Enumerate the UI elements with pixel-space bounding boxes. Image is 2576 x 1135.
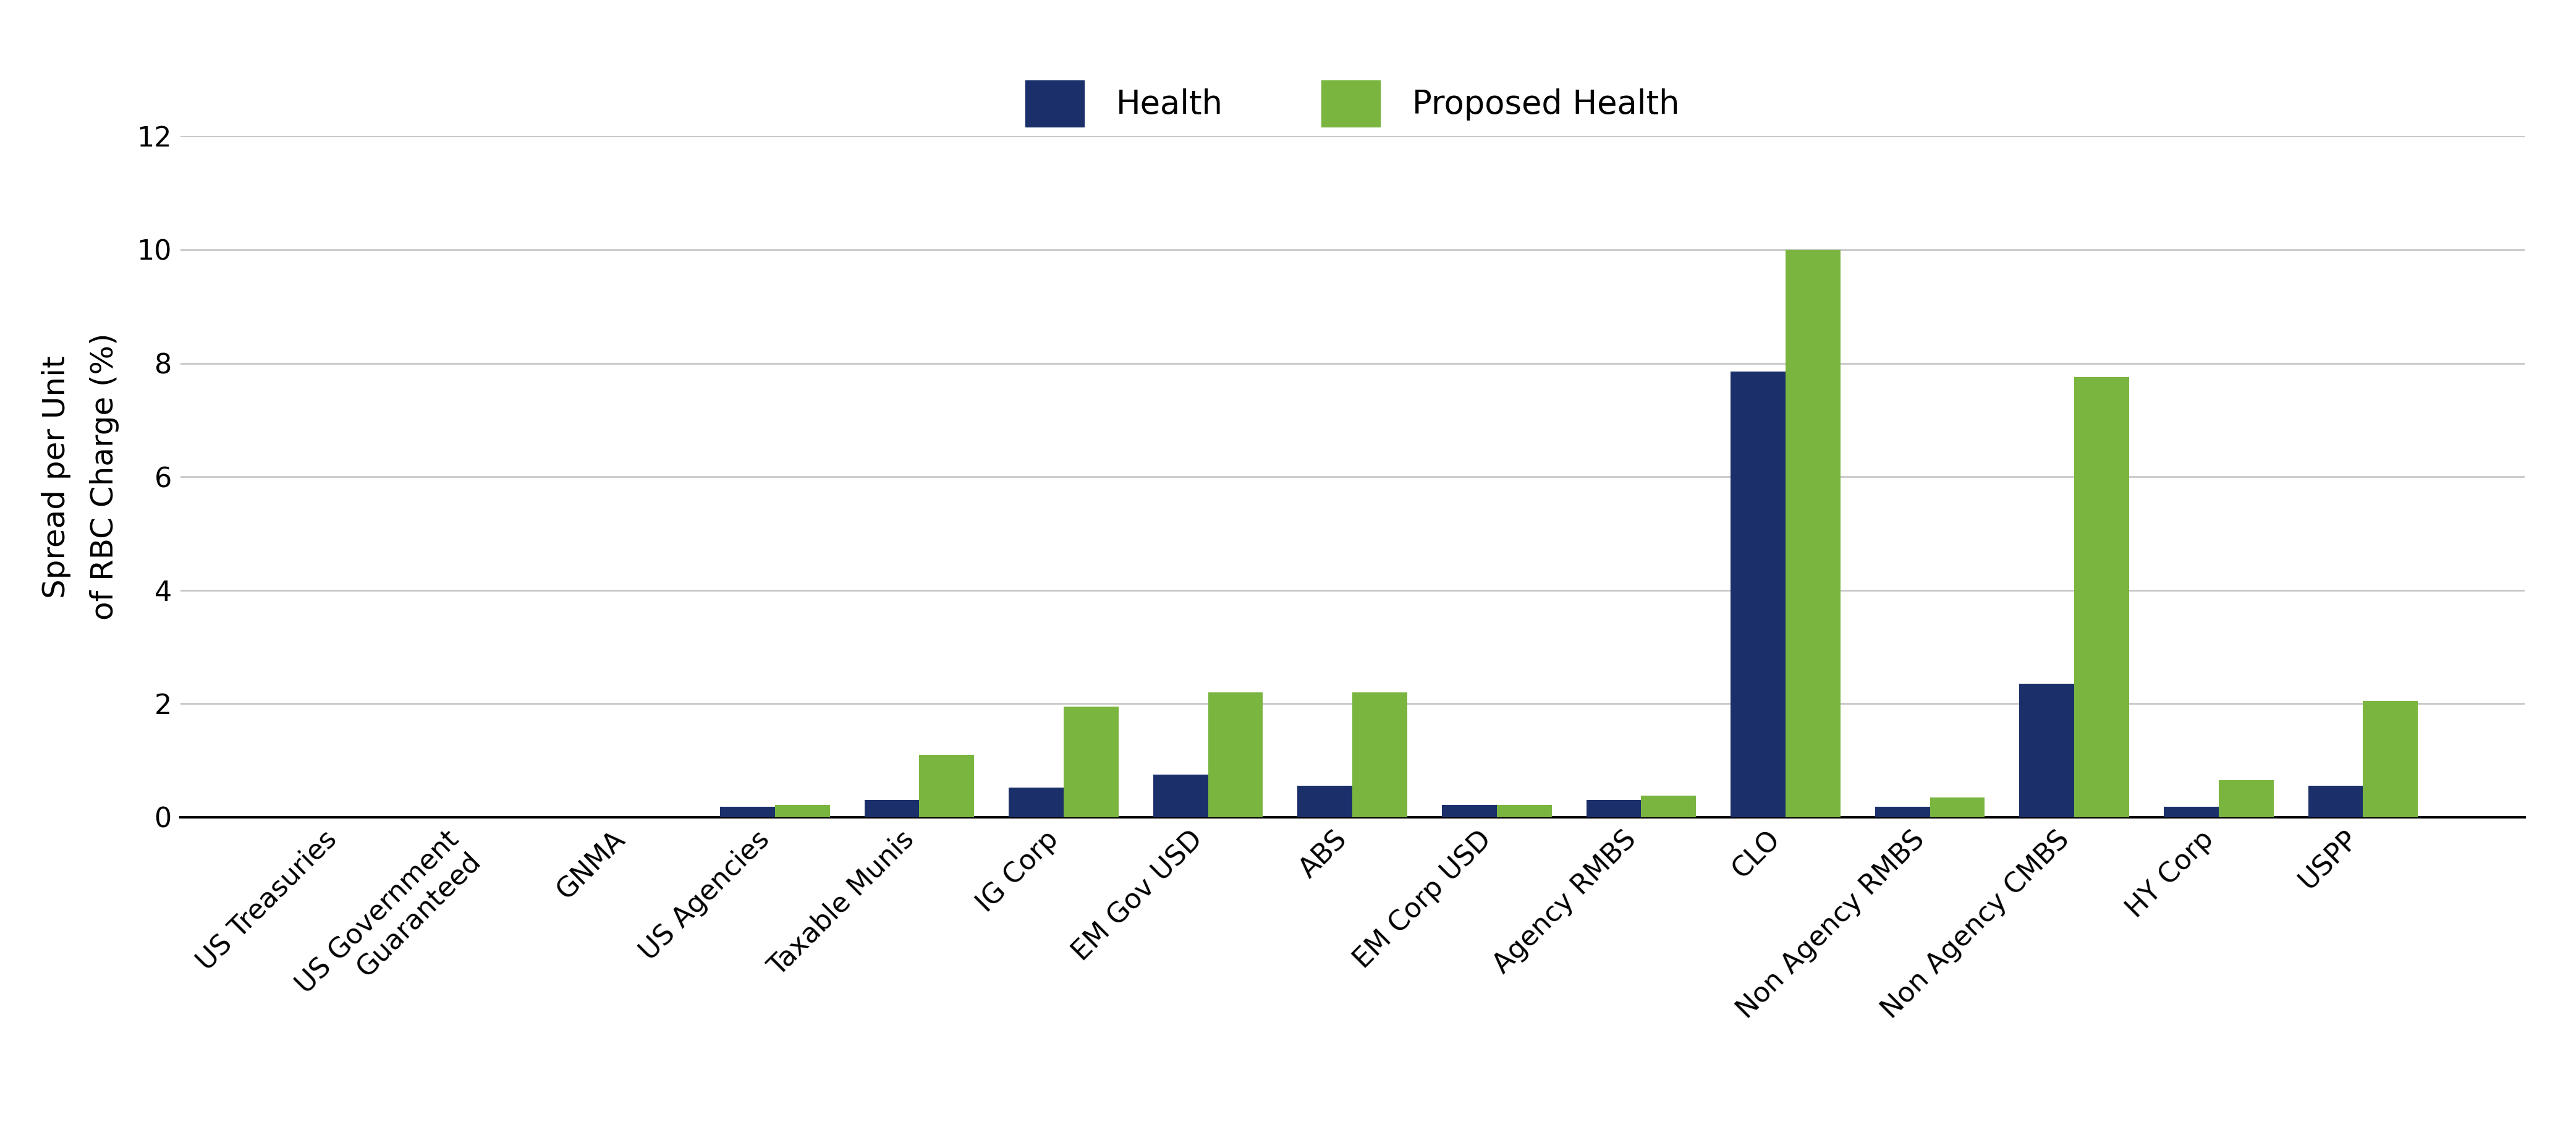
Bar [775,805,829,817]
Bar [721,807,775,817]
Bar [2308,785,2362,817]
Bar [1010,788,1064,817]
Bar [1785,250,1839,817]
Bar [1731,371,1785,817]
Bar [1641,796,1695,817]
Bar [1497,805,1551,817]
Bar [866,800,920,817]
Bar [1208,692,1262,817]
Bar [1875,807,1929,817]
Bar [1064,706,1118,817]
Bar [2020,683,2074,817]
Bar [1929,797,1984,817]
Bar [1298,785,1352,817]
Bar [1352,692,1406,817]
Bar [2164,807,2218,817]
Bar [1154,774,1208,817]
Bar [2362,700,2419,817]
Y-axis label: Spread per Unit
of RBC Charge (%): Spread per Unit of RBC Charge (%) [41,334,118,620]
Bar [1443,805,1497,817]
Bar [1587,800,1641,817]
Legend: Health, Proposed Health: Health, Proposed Health [1010,64,1695,143]
Bar [920,755,974,817]
Bar [2218,781,2275,817]
Bar [2074,378,2130,817]
